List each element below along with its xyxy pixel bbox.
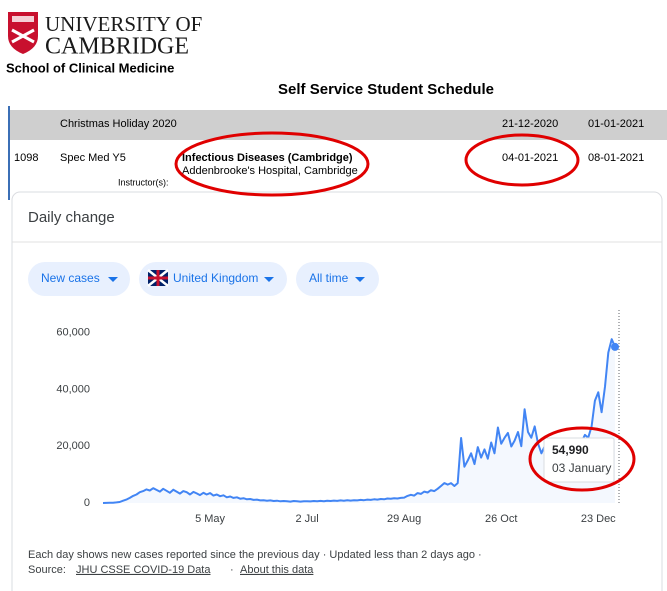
y-tick-label: 60,000	[56, 327, 90, 339]
schedule-start: 04-01-2021	[502, 152, 558, 164]
instructor-label: Instructor(s):	[118, 177, 169, 187]
x-tick-label: 23 Dec	[581, 513, 616, 525]
x-tick-label: 5 May	[195, 513, 225, 525]
schedule-course: Spec Med Y5	[60, 152, 126, 164]
crest-cross	[11, 28, 35, 44]
filter-chip[interactable]	[139, 262, 287, 296]
schedule-start: 21-12-2020	[502, 118, 558, 130]
x-tick-label: 29 Aug	[387, 513, 421, 525]
schedule-id: 1098	[14, 152, 38, 164]
annotations	[174, 131, 580, 197]
schedule-row-bg	[8, 110, 667, 140]
source-link[interactable]: JHU CSSE COVID-19 Data	[76, 564, 211, 576]
dropdown-arrow	[355, 277, 365, 282]
annotation-ellipse	[174, 131, 370, 197]
x-tick-label: 26 Oct	[485, 513, 517, 525]
schedule-title: Infectious Diseases (Cambridge)	[182, 152, 353, 164]
about-link[interactable]: About this data	[240, 564, 314, 576]
school-name: School of Clinical Medicine	[6, 60, 174, 75]
filter-label[interactable]: United Kingdom	[173, 271, 258, 285]
university-name: CAMBRIDGE	[45, 34, 189, 60]
dropdown-arrow	[108, 277, 118, 282]
university-name: UNIVERSITY OF	[45, 12, 202, 36]
card	[11, 191, 663, 591]
page-title: Self Service Student Schedule	[278, 81, 494, 98]
filter-label[interactable]: All time	[309, 271, 349, 285]
filter-label[interactable]: New cases	[41, 271, 100, 285]
line	[102, 338, 616, 504]
schedule-title: Christmas Holiday 2020	[60, 118, 177, 130]
tooltip-value: 54,990	[552, 443, 589, 457]
schedule-location: Addenbrooke's Hospital, Cambridge	[182, 165, 358, 177]
tooltip-date: 03 January	[552, 461, 611, 475]
tooltip-box	[543, 437, 615, 483]
y-tick-label: 40,000	[56, 383, 90, 395]
y-tick-label: 20,000	[56, 440, 90, 452]
filter-chip[interactable]	[296, 262, 379, 296]
area	[103, 339, 615, 503]
source-label: Source:	[28, 564, 66, 576]
schedule-end: 01-01-2021	[588, 118, 644, 130]
flag-cross	[148, 270, 168, 286]
x-tick-label: 2 Jul	[296, 513, 319, 525]
annotation-ellipse	[464, 133, 580, 187]
point	[611, 342, 619, 351]
schedule-end: 08-01-2021	[588, 152, 644, 164]
plot: 0 20,000 40,000 60,000 5 May 2 Jul 29 Aug 26 Oc…	[56, 310, 636, 525]
separator: ·	[230, 564, 234, 576]
dropdown-arrow	[264, 277, 274, 282]
card-title: Daily change	[28, 209, 115, 226]
footnote: Each day shows new cases reported since …	[28, 549, 482, 561]
crest	[8, 12, 38, 54]
y-tick-label: 0	[84, 497, 90, 509]
filter-chip[interactable]	[28, 262, 130, 296]
annotation-ellipse	[528, 426, 636, 492]
crest-band	[12, 16, 34, 22]
